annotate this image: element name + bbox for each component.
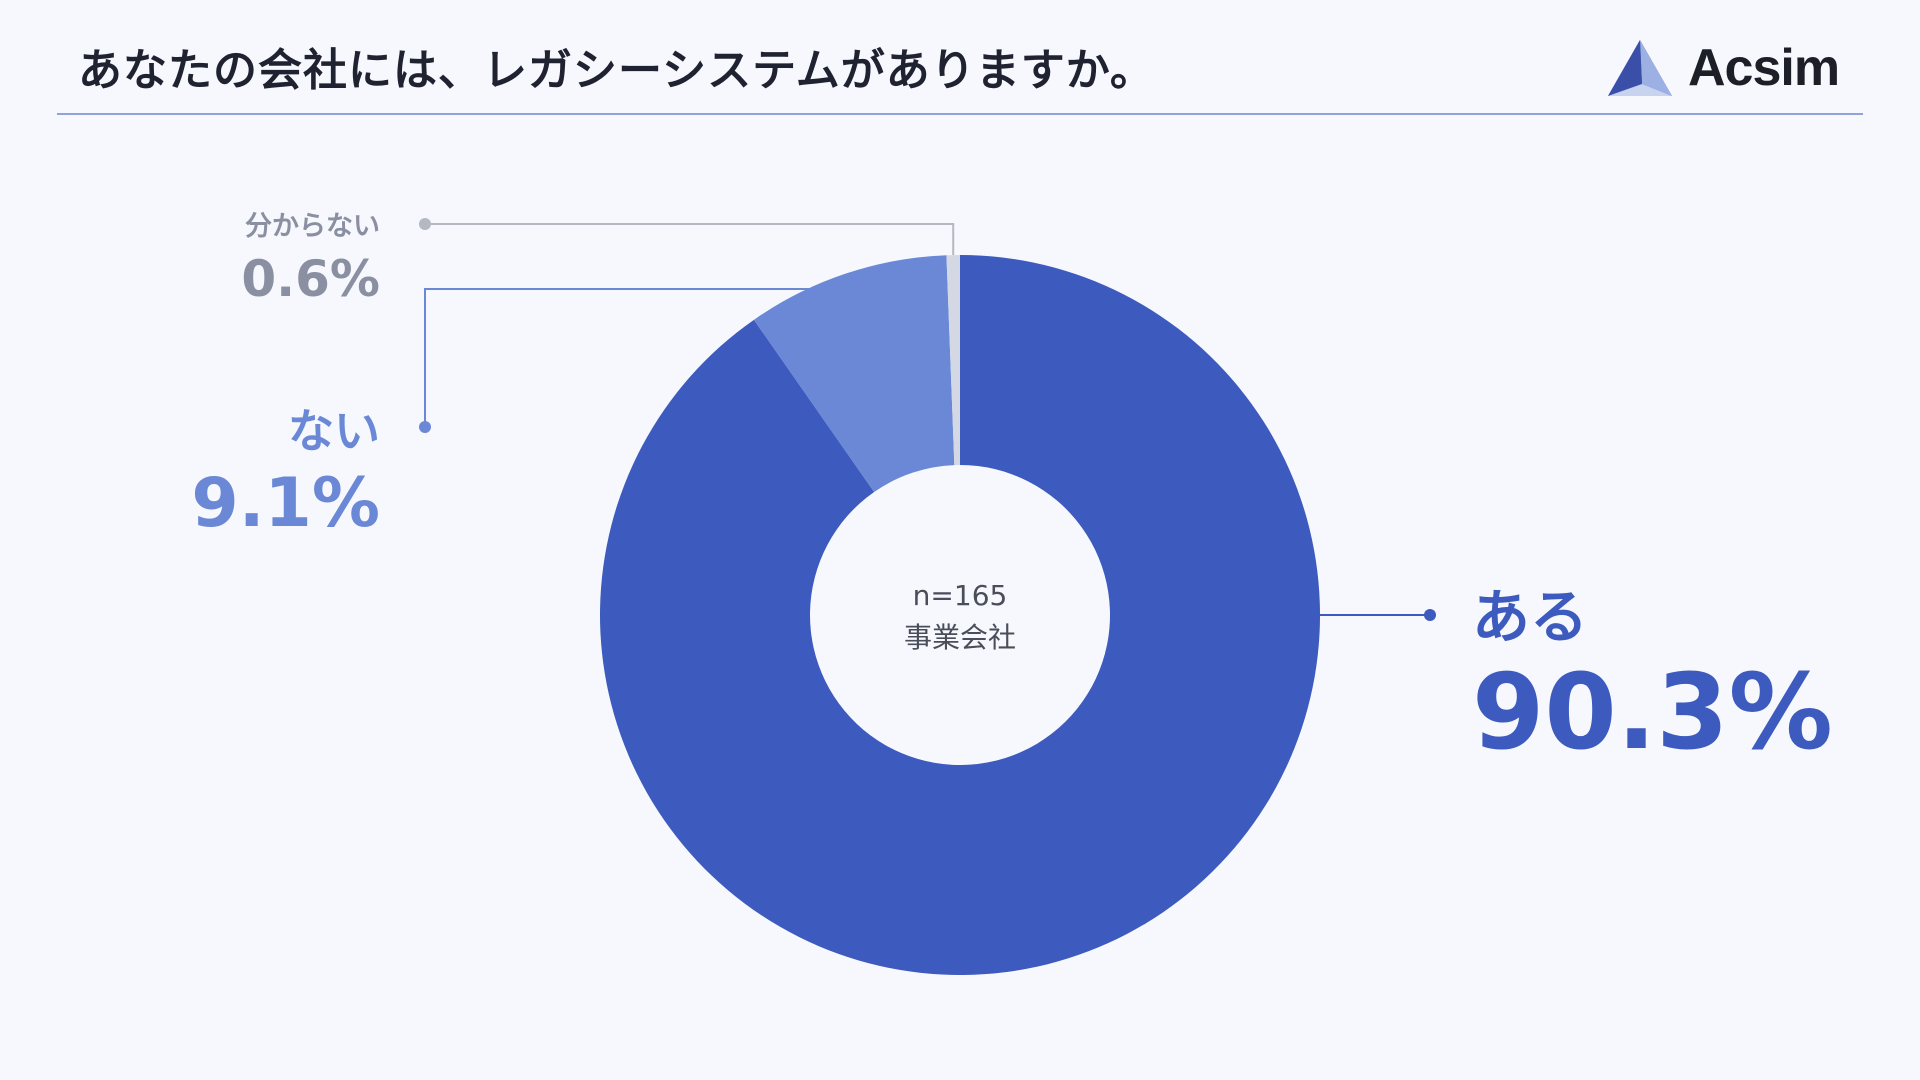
header-divider	[57, 113, 1863, 115]
category-label-nai: ない	[288, 404, 380, 458]
leader-dot-aru	[1424, 609, 1436, 621]
brand-logo: Acsim	[1606, 36, 1840, 100]
slice-wakaranai	[946, 255, 960, 466]
center-sample-size: n=165	[912, 579, 1008, 612]
leader-line-nai	[424, 288, 923, 427]
category-label-wakaranai: 分からない	[245, 211, 380, 242]
slice-nai	[753, 255, 955, 493]
value-label-aru: 90.3%	[1472, 651, 1833, 773]
page-title: あなたの会社には、レガシーシステムがありますか。	[78, 45, 1155, 96]
leader-dot-wakaranai	[419, 218, 431, 230]
center-respondent-type: 事業会社	[903, 621, 1016, 654]
leader-line-wakaranai	[425, 223, 955, 255]
value-label-nai: 9.1%	[191, 464, 380, 543]
brand-name: Acsim	[1688, 39, 1840, 97]
slice-aru	[599, 255, 1321, 976]
triangle-prism-icon	[1608, 40, 1672, 96]
leader-dot-nai	[419, 421, 431, 433]
category-label-aru: ある	[1472, 583, 1589, 651]
value-label-wakaranai: 0.6%	[241, 250, 380, 308]
